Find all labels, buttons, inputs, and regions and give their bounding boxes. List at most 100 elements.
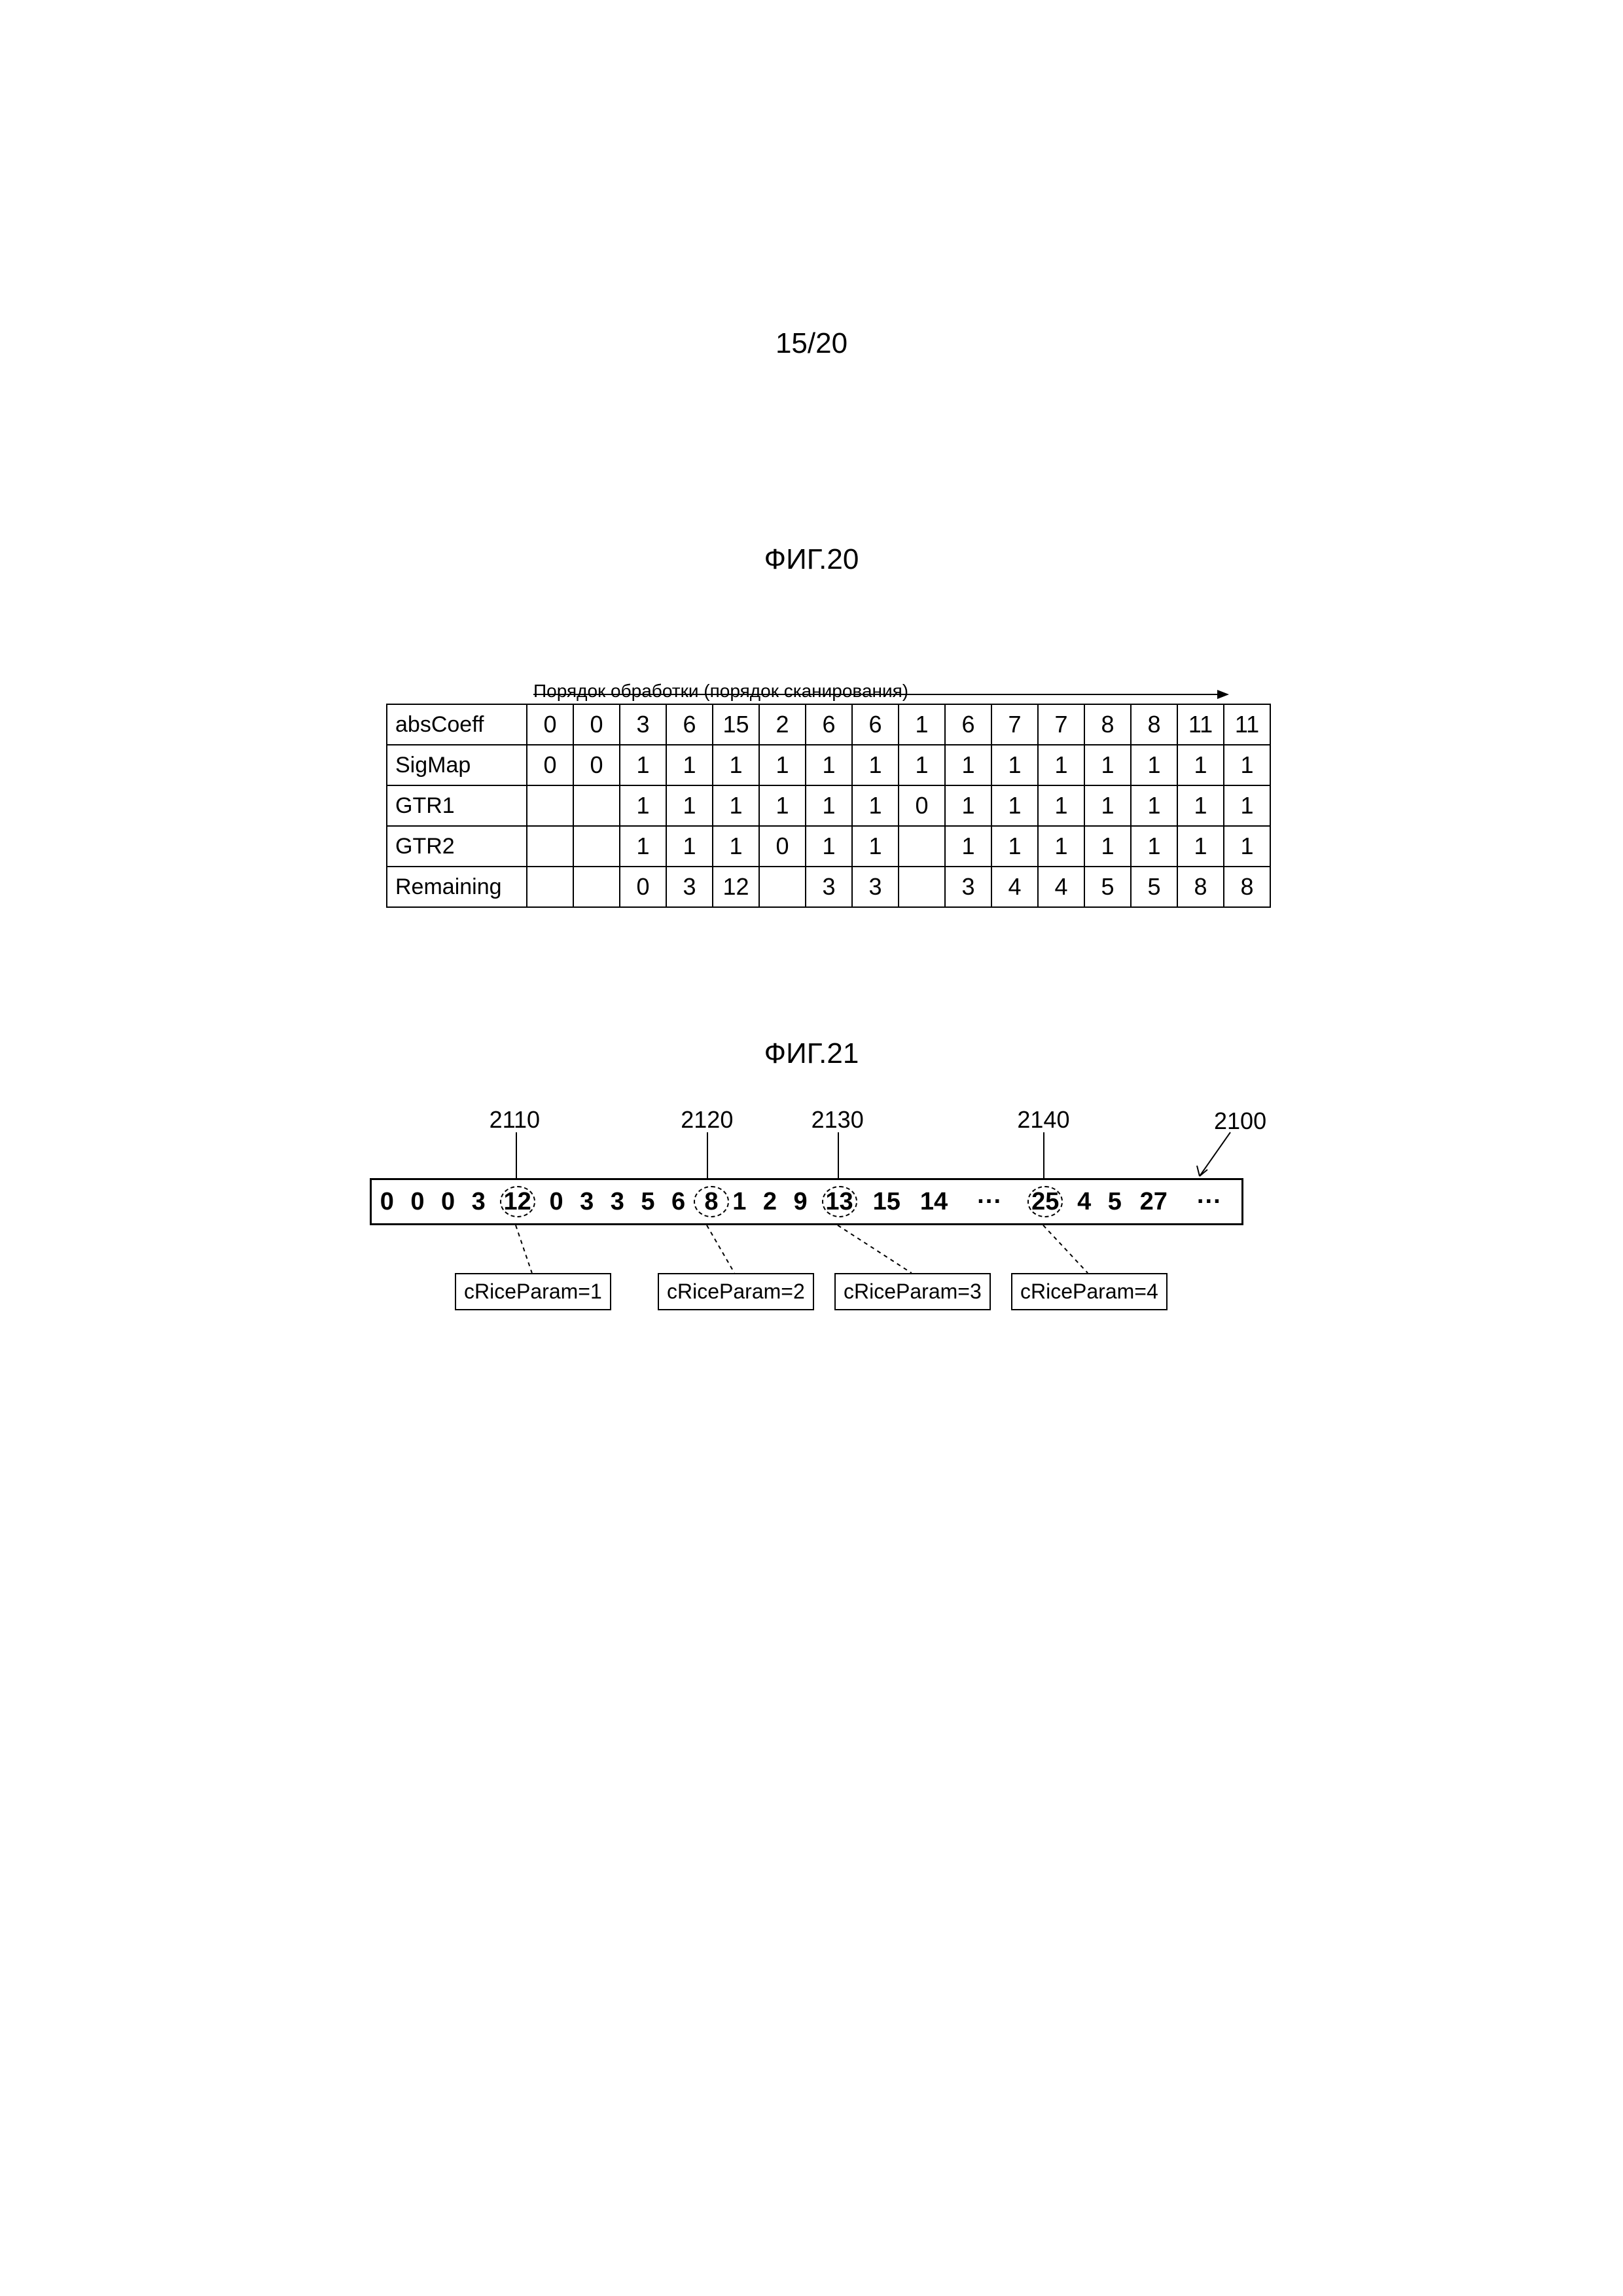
table-cell (759, 867, 806, 907)
table-cell: 1 (852, 785, 899, 826)
table-cell: 6 (666, 704, 713, 745)
table-cell: 0 (573, 745, 620, 785)
row-label: absCoeff (387, 704, 527, 745)
table-cell: 1 (852, 745, 899, 785)
fig20-caption: Порядок обработки (порядок сканирования) (533, 681, 1221, 702)
table-cell: 1 (620, 745, 666, 785)
table-cell: 1 (806, 785, 852, 826)
fig21-param-box: cRiceParam=3 (834, 1273, 991, 1310)
page: 15/20 ФИГ.20 Порядок обработки (порядок … (0, 0, 1623, 2296)
circled-value: 25 (1027, 1186, 1063, 1217)
fig21-ref-lead (516, 1132, 517, 1178)
fig21-dash-lead-icon (512, 1225, 535, 1273)
table-cell (899, 826, 945, 867)
seq-item: 0 (402, 1188, 433, 1216)
seq-item: 8 (694, 1186, 724, 1217)
table-cell: 1 (666, 826, 713, 867)
row-label: Remaining (387, 867, 527, 907)
table-row: absCoeff0036152661677881111 (387, 704, 1270, 745)
table-cell: 1 (1038, 826, 1084, 867)
table-cell: 6 (852, 704, 899, 745)
table-cell: 1 (620, 826, 666, 867)
seq-item: 3 (571, 1188, 602, 1216)
fig20-arrow-line (533, 694, 1221, 695)
fig21-ref-main-lead-icon (1194, 1129, 1240, 1185)
row-label: GTR2 (387, 826, 527, 867)
seq-item: 27 (1130, 1188, 1177, 1216)
table-cell: 6 (945, 704, 991, 745)
table-cell: 1 (666, 785, 713, 826)
table-cell (527, 785, 573, 826)
seq-item: 0 (541, 1188, 572, 1216)
table-cell: 1 (1131, 826, 1177, 867)
seq-item: 0 (433, 1188, 463, 1216)
table-cell: 1 (1084, 745, 1131, 785)
fig21-dash-lead-icon (834, 1225, 915, 1273)
table-cell: 0 (620, 867, 666, 907)
table-cell: 1 (852, 826, 899, 867)
circled-value: 12 (500, 1186, 535, 1217)
table-cell: 3 (852, 867, 899, 907)
table-cell: 8 (1131, 704, 1177, 745)
table-cell: 1 (945, 826, 991, 867)
seq-item: 15 (863, 1188, 910, 1216)
seq-item: 2 (755, 1188, 785, 1216)
table-cell: 7 (1038, 704, 1084, 745)
fig20-arrow-head-icon (1217, 690, 1229, 699)
fig21-param-box: cRiceParam=1 (455, 1273, 611, 1310)
table-cell: 1 (1177, 826, 1224, 867)
fig20-table: absCoeff0036152661677881111SigMap0011111… (386, 704, 1271, 908)
table-cell: 1 (1084, 826, 1131, 867)
seq-item: 0 (372, 1188, 402, 1216)
fig21-title: ФИГ.21 (0, 1037, 1623, 1070)
row-label: SigMap (387, 745, 527, 785)
fig21-dash-lead-icon (704, 1225, 738, 1273)
seq-item: 3 (463, 1188, 494, 1216)
table-cell: 1 (1131, 785, 1177, 826)
seq-item: 4 (1069, 1188, 1099, 1216)
table-cell: 2 (759, 704, 806, 745)
table-cell: 8 (1177, 867, 1224, 907)
table-cell: 1 (899, 745, 945, 785)
table-cell: 1 (1224, 826, 1270, 867)
table-cell: 1 (1177, 785, 1224, 826)
table-cell: 3 (666, 867, 713, 907)
table-cell: 0 (573, 704, 620, 745)
fig21-ref-label: 2110 (490, 1106, 540, 1134)
table-cell: 7 (991, 704, 1038, 745)
table-cell: 8 (1224, 867, 1270, 907)
row-label: GTR1 (387, 785, 527, 826)
table-cell: 5 (1084, 867, 1131, 907)
table-cell: 11 (1224, 704, 1270, 745)
table-cell: 1 (945, 745, 991, 785)
table-cell: 1 (991, 745, 1038, 785)
page-number: 15/20 (0, 327, 1623, 360)
fig21-ref-lead (1043, 1132, 1044, 1178)
table-cell: 1 (1177, 745, 1224, 785)
fig21-param-box: cRiceParam=4 (1011, 1273, 1168, 1310)
table-cell: 4 (991, 867, 1038, 907)
fig21-param-box: cRiceParam=2 (658, 1273, 814, 1310)
table-row: Remaining0312333445588 (387, 867, 1270, 907)
table-cell: 4 (1038, 867, 1084, 907)
table-cell: 0 (527, 745, 573, 785)
seq-item: ··· (1177, 1188, 1241, 1216)
seq-item: 13 (815, 1186, 863, 1217)
table-row: SigMap0011111111111111 (387, 745, 1270, 785)
table-cell: 3 (620, 704, 666, 745)
table-cell: 11 (1177, 704, 1224, 745)
seq-item: 1 (724, 1188, 755, 1216)
table-cell: 1 (1224, 785, 1270, 826)
table-cell: 6 (806, 704, 852, 745)
table-cell: 1 (666, 745, 713, 785)
table-cell: 1 (1131, 745, 1177, 785)
seq-item: 6 (663, 1188, 694, 1216)
table-cell: 1 (806, 745, 852, 785)
table-row: GTR111111101111111 (387, 785, 1270, 826)
table-cell (527, 867, 573, 907)
table-cell: 1 (991, 826, 1038, 867)
fig21-ref-lead (838, 1132, 839, 1178)
seq-item: 12 (494, 1186, 541, 1217)
table-cell: 3 (806, 867, 852, 907)
table-cell: 1 (713, 826, 759, 867)
